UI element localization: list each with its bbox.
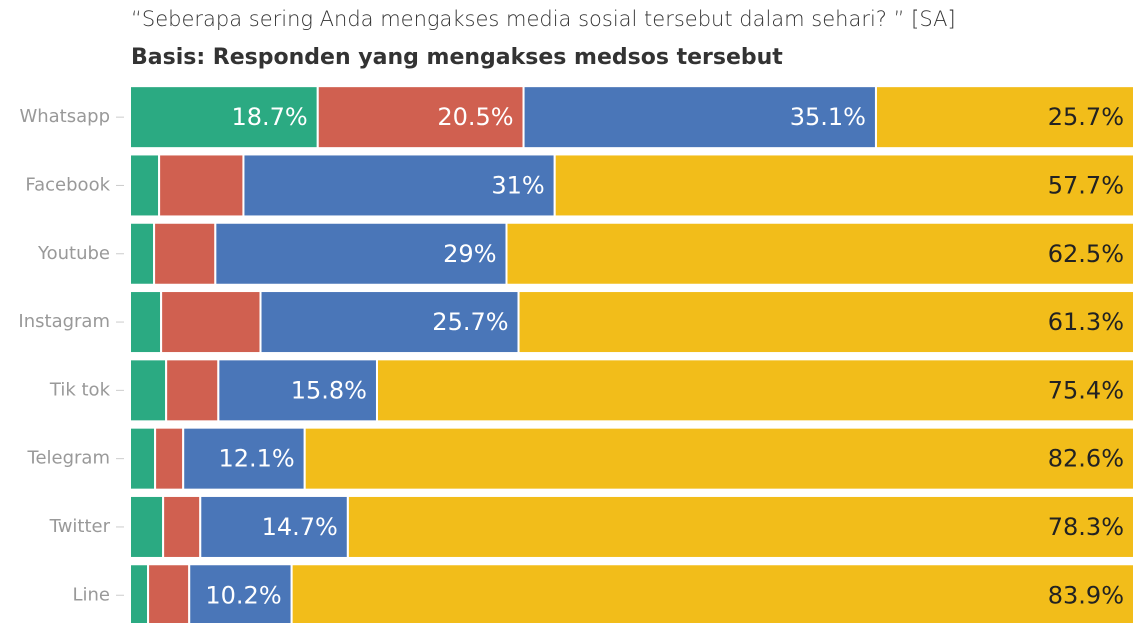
bar-segment	[129, 153, 161, 218]
data-label: 25.7%	[1048, 103, 1124, 131]
bar-segment	[147, 563, 191, 623]
bar-segment	[346, 494, 1136, 559]
bar-segment	[129, 221, 156, 286]
data-label: 14.7%	[262, 513, 338, 541]
bar-segment	[553, 153, 1135, 218]
data-label: 15.8%	[291, 376, 367, 404]
data-label: 25.7%	[432, 308, 508, 336]
y-tick-label: Tik tok	[49, 379, 111, 400]
data-label: 57.7%	[1048, 171, 1124, 199]
y-tick-label: Facebook	[25, 174, 110, 195]
data-label: 35.1%	[790, 103, 866, 131]
y-tick-label: Instagram	[18, 311, 110, 332]
data-label: 18.7%	[231, 103, 307, 131]
bar-segment	[153, 221, 217, 286]
chart-title: “Seberapa sering Anda mengakses media so…	[131, 7, 956, 31]
bar-segment	[165, 358, 220, 423]
bar-segment	[188, 563, 293, 623]
bar-segment	[158, 153, 245, 218]
bar-segment	[182, 426, 306, 491]
bar-segment	[375, 358, 1135, 423]
chart-subtitle: Basis: Responden yang mengakses medsos t…	[131, 45, 783, 70]
bar-segment	[522, 85, 877, 150]
data-label: 29%	[443, 240, 496, 268]
bar-segment	[517, 290, 1135, 355]
bar-segment	[162, 494, 202, 559]
y-tick-label: Whatsapp	[19, 106, 110, 127]
bar-segment	[160, 290, 262, 355]
y-tick-label: Twitter	[49, 516, 111, 537]
data-label: 10.2%	[205, 581, 281, 609]
bar-segment	[199, 494, 349, 559]
data-label: 61.3%	[1048, 308, 1124, 336]
bar-segment	[316, 85, 525, 150]
bar-segment	[129, 358, 168, 423]
y-tick-label: Telegram	[27, 448, 110, 469]
data-label: 31%	[491, 171, 544, 199]
bar-segment	[129, 494, 165, 559]
bar-segment	[217, 358, 378, 423]
y-tick-label: Youtube	[37, 243, 110, 264]
y-tick-label: Line	[72, 584, 110, 605]
data-label: 78.3%	[1048, 513, 1124, 541]
bar-segment	[505, 221, 1135, 286]
data-label: 75.4%	[1048, 376, 1124, 404]
data-label: 12.1%	[218, 445, 294, 473]
bar-segment	[129, 426, 157, 491]
bar-segment	[129, 290, 163, 355]
bar-segment	[290, 563, 1136, 623]
data-label: 20.5%	[437, 103, 513, 131]
data-label: 82.6%	[1048, 445, 1124, 473]
data-label: 83.9%	[1048, 581, 1124, 609]
bar-segment	[154, 426, 185, 491]
bar-segment	[874, 85, 1135, 150]
data-label: 62.5%	[1048, 240, 1124, 268]
bar-segment	[303, 426, 1136, 491]
bar-segment	[129, 563, 150, 623]
